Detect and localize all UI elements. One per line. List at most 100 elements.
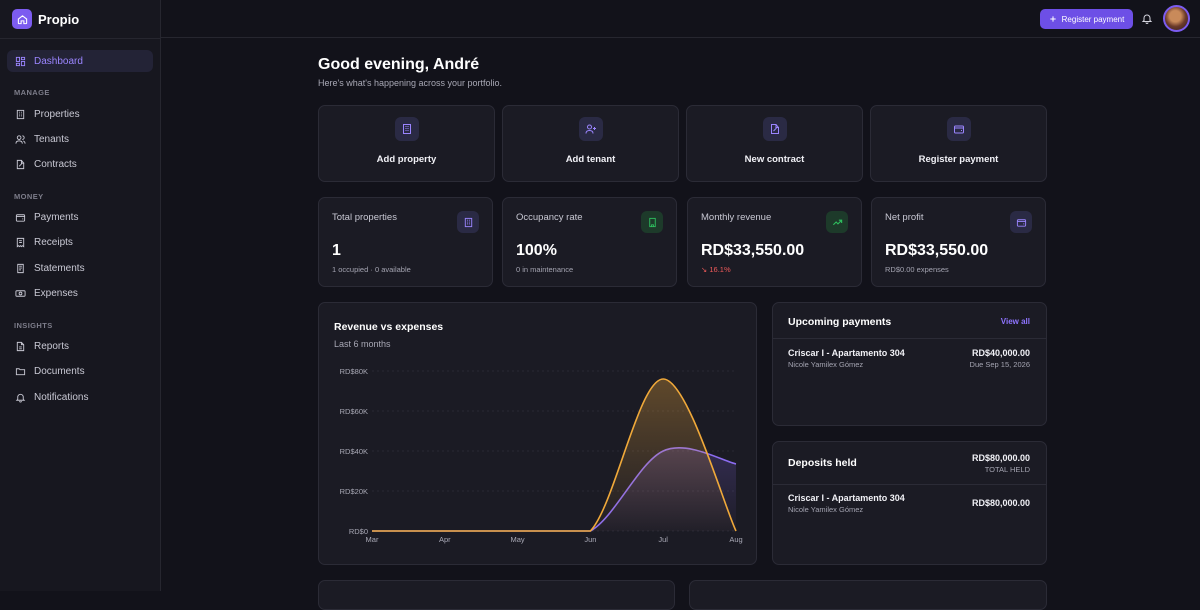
sidebar-item-properties[interactable]: Properties: [7, 103, 153, 125]
row-property: Criscar I - Apartamento 304: [788, 493, 905, 503]
sidebar-item-label: Expenses: [34, 287, 78, 299]
quick-action-add-tenant[interactable]: Add tenant: [502, 105, 679, 182]
stat-card-monthly-revenue: Monthly revenue RD$33,550.00 ↘ 16.1%: [687, 197, 862, 287]
stat-label: Total properties: [332, 212, 397, 223]
row-amount: RD$40,000.00: [971, 348, 1030, 358]
sidebar-item-receipts[interactable]: Receipts: [7, 231, 153, 253]
dashboard-icon: [15, 56, 26, 66]
quick-action-new-contract[interactable]: New contract: [686, 105, 863, 182]
divider: [773, 484, 1046, 485]
x-tick-label: Jul: [658, 535, 668, 544]
chart-title: Revenue vs expenses: [334, 321, 444, 333]
deposits-panel: Deposits held RD$80,000.00 TOTAL HELD Cr…: [772, 441, 1047, 565]
stat-card-occupancy: Occupancy rate 100% 0 in maintenance: [502, 197, 677, 287]
plus-icon: [1049, 16, 1056, 22]
stat-sub: 1 occupied · 0 available: [332, 265, 411, 274]
sidebar-item-label: Dashboard: [34, 55, 83, 67]
bottom-card: [318, 580, 675, 610]
building-icon: [394, 117, 419, 141]
trending-up-icon: [826, 211, 848, 233]
quick-action-label: Register payment: [918, 154, 999, 165]
sidebar-item-label: Notifications: [34, 391, 89, 403]
statement-icon: [17, 263, 24, 273]
stat-value: 1: [332, 242, 341, 259]
deposits-total: RD$80,000.00: [971, 453, 1030, 463]
divider: [773, 338, 1046, 339]
wallet-icon: [1010, 211, 1032, 233]
stat-card-net-profit: Net profit RD$33,550.00 RD$0.00 expenses: [871, 197, 1046, 287]
quick-action-label: New contract: [744, 154, 805, 165]
notifications-bell-icon[interactable]: [1141, 12, 1153, 25]
stat-value: 100%: [516, 242, 557, 259]
quick-action-label: Add property: [376, 154, 437, 165]
register-payment-label: Register payment: [1061, 14, 1125, 24]
row-amount: RD$80,000.00: [971, 498, 1030, 508]
receipt-icon: [16, 237, 25, 247]
sidebar-item-documents[interactable]: Documents: [7, 360, 153, 382]
sidebar-item-contracts[interactable]: Contracts: [7, 153, 153, 175]
revenue-chart: RD$0 RD$20K RD$40K RD$60K RD$80K Mar Apr May Jun…: [340, 367, 743, 544]
upcoming-payments-panel: Upcoming payments View all Criscar I - A…: [772, 302, 1047, 426]
bell-icon: [15, 393, 26, 403]
sidebar-item-label: Receipts: [34, 236, 73, 248]
sidebar-item-payments[interactable]: Payments: [7, 206, 153, 228]
sidebar-item-label: Payments: [34, 211, 79, 223]
stat-card-total-properties: Total properties 1 1 occupied · 0 availa…: [318, 197, 493, 287]
page-subtitle: Here's what's happening across your port…: [318, 78, 503, 88]
users-icon: [15, 134, 26, 144]
sidebar-item-label: Statements: [34, 262, 85, 274]
section-manage: MANAGE: [14, 88, 50, 97]
series-line: [372, 378, 737, 532]
quick-action-add-property[interactable]: Add property: [318, 105, 495, 182]
page-title: Good evening, André: [318, 56, 480, 73]
sidebar-item-label: Tenants: [34, 133, 70, 145]
wallet-icon: [946, 117, 971, 141]
quick-action-register-payment[interactable]: Register payment: [870, 105, 1047, 182]
report-icon: [16, 341, 25, 351]
row-tenant: Nicole Yamilex Gómez: [788, 360, 864, 369]
y-tick-label: RD$60K: [340, 407, 368, 416]
section-money: MONEY: [14, 192, 44, 201]
cash-icon: [15, 289, 26, 297]
stat-value: RD$33,550.00: [701, 242, 805, 259]
topbar: [161, 0, 1200, 38]
revenue-chart-panel: Revenue vs expenses Last 6 months RD$0 RD…: [318, 302, 757, 565]
register-payment-button[interactable]: Register payment: [1040, 9, 1133, 29]
folder-icon: [15, 367, 26, 375]
deposits-title: Deposits held: [788, 457, 857, 469]
contract-icon: [762, 117, 787, 141]
deposits-total-label: TOTAL HELD: [984, 465, 1030, 474]
stat-sub: RD$0.00 expenses: [885, 265, 949, 274]
y-tick-label: RD$20K: [340, 487, 368, 496]
x-tick-label: Jun: [584, 535, 596, 544]
brand[interactable]: Propio: [12, 8, 79, 30]
row-due-date: Due Sep 15, 2026: [969, 360, 1030, 369]
sidebar-item-statements[interactable]: Statements: [7, 257, 153, 279]
row-property: Criscar I - Apartamento 304: [788, 348, 905, 358]
sidebar: Propio Dashboard MANAGE Properties Tenan…: [0, 0, 161, 591]
sidebar-item-expenses[interactable]: Expenses: [7, 282, 153, 304]
stat-sub: 0 in maintenance: [516, 265, 574, 274]
sidebar-item-tenants[interactable]: Tenants: [7, 128, 153, 150]
wallet-icon: [15, 213, 26, 222]
app-name: Propio: [38, 11, 80, 27]
view-all-link[interactable]: View all: [1000, 317, 1030, 326]
sidebar-item-notifications[interactable]: Notifications: [7, 386, 153, 408]
y-tick-label: RD$0: [349, 527, 368, 536]
sidebar-item-reports[interactable]: Reports: [7, 335, 153, 357]
x-tick-label: Apr: [439, 535, 451, 544]
sidebar-item-dashboard[interactable]: Dashboard: [7, 50, 153, 72]
user-plus-icon: [578, 117, 603, 141]
building-icon: [457, 211, 479, 233]
stat-label: Monthly revenue: [701, 212, 772, 223]
chart-subtitle: Last 6 months: [334, 339, 391, 349]
sidebar-item-label: Contracts: [34, 158, 77, 170]
contract-icon: [16, 159, 25, 169]
home-icon: [12, 9, 32, 29]
avatar[interactable]: [1163, 5, 1190, 32]
stat-label: Net profit: [885, 212, 924, 223]
x-tick-label: May: [511, 535, 525, 544]
series-area: [372, 379, 736, 531]
row-tenant: Nicole Yamilex Gómez: [788, 505, 864, 514]
building-icon: [16, 109, 25, 119]
